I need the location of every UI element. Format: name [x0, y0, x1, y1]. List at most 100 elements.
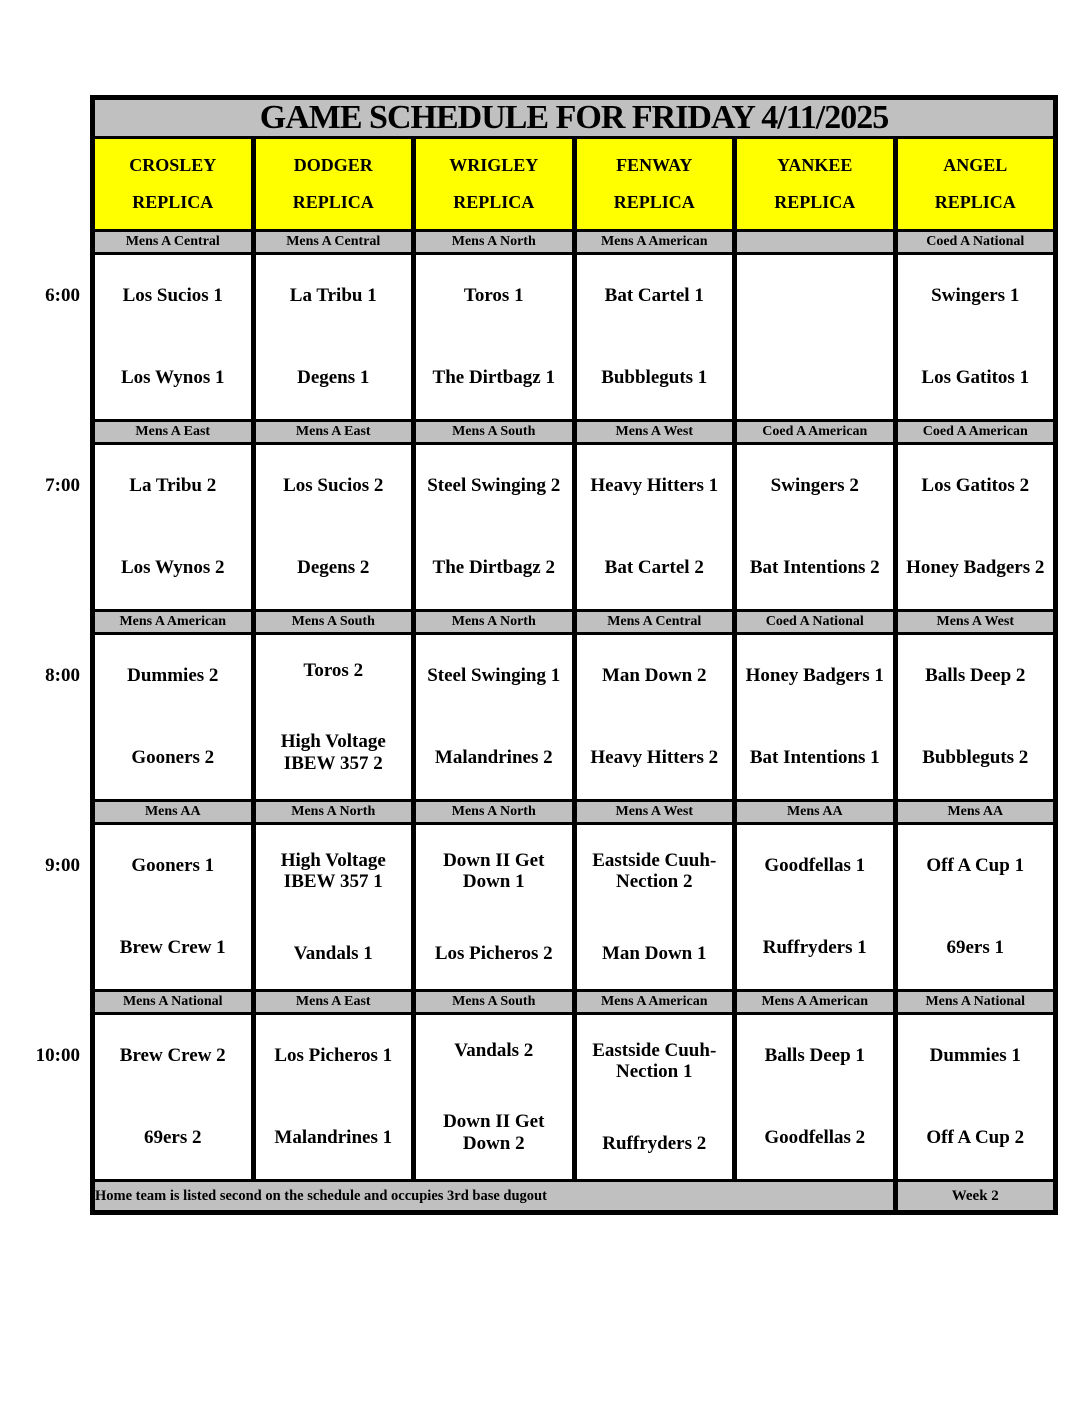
team-away: Swingers 1	[931, 285, 1020, 307]
team-home: Degens 1	[297, 367, 370, 389]
game-cell: La Tribu 2 Los Wynos 2	[90, 442, 256, 612]
league-cell: Coed A American	[732, 419, 898, 445]
team-away: Down II Get Down 1	[443, 849, 545, 893]
team-away: Brew Crew 2	[119, 1045, 226, 1067]
game-cell: Toros 1 The Dirtbagz 1	[411, 252, 577, 422]
league-cell: Mens AA	[892, 799, 1058, 825]
league-cell: Mens A South	[411, 989, 577, 1015]
team-home: High Voltage IBEW 357 2	[280, 730, 386, 774]
team-home: Bat Intentions 1	[749, 747, 880, 769]
team-away: Man Down 2	[601, 665, 707, 687]
team-home: Brew Crew 1	[119, 937, 226, 959]
league-cell: Mens A North	[411, 229, 577, 255]
league-row: Mens A National Mens A East Mens A South…	[90, 989, 1058, 1015]
game-cell: Swingers 2 Bat Intentions 2	[732, 442, 898, 612]
team-home: Man Down 1	[601, 942, 707, 964]
team-away: Steel Swinging 1	[427, 665, 561, 687]
game-cell: Los Gatitos 2 Honey Badgers 2	[892, 442, 1058, 612]
team-away: Eastside Cuuh-Nection 1	[592, 1039, 717, 1083]
team-away: Swingers 2	[770, 475, 859, 497]
time-label: 9:00	[45, 855, 80, 876]
team-away: Eastside Cuuh-Nection 2	[592, 849, 717, 893]
team-away: Toros 1	[463, 285, 524, 307]
venue-name: CROSLEY	[129, 155, 217, 175]
team-away: Gooners 1	[131, 855, 215, 877]
team-away: La Tribu 2	[129, 475, 217, 497]
team-away: Bat Cartel 1	[604, 285, 704, 307]
venue-name: FENWAY	[616, 155, 693, 175]
time-label: 10:00	[35, 1045, 80, 1066]
league-cell: Mens AA	[90, 799, 256, 825]
game-cell: Man Down 2 Heavy Hitters 2	[571, 632, 737, 802]
league-cell: Mens A National	[90, 989, 256, 1015]
league-cell: Mens AA	[732, 799, 898, 825]
team-home: Bubbleguts 2	[922, 747, 1029, 769]
team-home: Los Picheros 2	[434, 942, 553, 964]
time-label: 7:00	[45, 475, 80, 496]
game-cell: Swingers 1 Los Gatitos 1	[892, 252, 1058, 422]
venue-header-dodger: DODGER REPLICA	[250, 136, 416, 232]
game-cell: Down II Get Down 1 Los Picheros 2	[411, 822, 577, 992]
venue-sub: REPLICA	[934, 192, 1016, 212]
game-cell: Dummies 1 Off A Cup 2	[892, 1012, 1058, 1182]
league-row: Mens AA Mens A North Mens A North Mens A…	[90, 799, 1058, 825]
game-cell: Eastside Cuuh-Nection 1 Ruffryders 2	[571, 1012, 737, 1182]
team-home: 69ers 1	[946, 937, 1004, 959]
league-cell: Mens A South	[411, 419, 577, 445]
venue-header-row: CROSLEY REPLICA DODGER REPLICA WRIGLEY R…	[90, 136, 1058, 232]
team-away: Off A Cup 1	[926, 855, 1025, 877]
week-label: Week 2	[892, 1179, 1058, 1214]
league-cell: Mens A West	[571, 799, 737, 825]
schedule-wrapper: 6:00 7:00 8:00 9:00 10:00 GAME SCHEDULE …	[36, 95, 1058, 1215]
league-cell: Mens A South	[250, 609, 416, 635]
league-cell: Coed A National	[892, 229, 1058, 255]
game-cell: Toros 2 High Voltage IBEW 357 2	[250, 632, 416, 802]
page-title: GAME SCHEDULE FOR FRIDAY 4/11/2025	[90, 96, 1058, 139]
league-cell: Mens A North	[411, 799, 577, 825]
venue-header-fenway: FENWAY REPLICA	[571, 136, 737, 232]
league-cell: Mens A Central	[90, 229, 256, 255]
game-cell: La Tribu 1 Degens 1	[250, 252, 416, 422]
league-row: Mens A Central Mens A Central Mens A Nor…	[90, 229, 1058, 255]
league-row: Mens A American Mens A South Mens A Nort…	[90, 609, 1058, 635]
team-home: Malandrines 2	[434, 747, 553, 769]
game-cell: Vandals 2 Down II Get Down 2	[411, 1012, 577, 1182]
venue-sub: REPLICA	[453, 192, 535, 212]
team-home: Los Wynos 1	[121, 367, 225, 389]
venue-sub: REPLICA	[292, 192, 374, 212]
game-cell: Brew Crew 2 69ers 2	[90, 1012, 256, 1182]
game-cell: Los Picheros 1 Malandrines 1	[250, 1012, 416, 1182]
team-away: Balls Deep 1	[764, 1045, 865, 1067]
venue-name: WRIGLEY	[449, 155, 539, 175]
league-cell: Coed A National	[732, 609, 898, 635]
team-away: Los Sucios 2	[283, 475, 384, 497]
game-cell: Off A Cup 1 69ers 1	[892, 822, 1058, 992]
league-cell: Mens A West	[892, 609, 1058, 635]
team-home: Off A Cup 2	[926, 1127, 1025, 1149]
footer-note: Home team is listed second on the schedu…	[90, 1179, 898, 1214]
game-cell: Eastside Cuuh-Nection 2 Man Down 1	[571, 822, 737, 992]
game-row: La Tribu 2 Los Wynos 2 Los Sucios 2 Dege…	[90, 442, 1058, 612]
league-cell: Mens A Central	[250, 229, 416, 255]
venue-header-wrigley: WRIGLEY REPLICA	[411, 136, 577, 232]
team-home: Malandrines 1	[274, 1127, 393, 1149]
game-row: Los Sucios 1 Los Wynos 1 La Tribu 1 Dege…	[90, 252, 1058, 422]
league-cell: Coed A American	[892, 419, 1058, 445]
league-cell: Mens A American	[571, 989, 737, 1015]
team-away: Toros 2	[303, 659, 364, 681]
league-cell: Mens A American	[732, 989, 898, 1015]
team-away: Dummies 2	[127, 665, 219, 687]
game-schedule-table: GAME SCHEDULE FOR FRIDAY 4/11/2025 CROSL…	[90, 95, 1058, 1215]
league-cell	[732, 229, 898, 255]
team-home: 69ers 2	[143, 1127, 202, 1149]
team-home: Vandals 1	[293, 942, 373, 964]
venue-name: ANGEL	[943, 155, 1008, 175]
game-cell: Heavy Hitters 1 Bat Cartel 2	[571, 442, 737, 612]
team-home: Honey Badgers 2	[906, 557, 1045, 579]
team-home: Down II Get Down 2	[443, 1110, 545, 1154]
team-away: Goodfellas 1	[764, 855, 866, 877]
team-home: Degens 2	[297, 557, 370, 579]
league-cell: Mens A American	[571, 229, 737, 255]
league-cell: Mens A West	[571, 419, 737, 445]
